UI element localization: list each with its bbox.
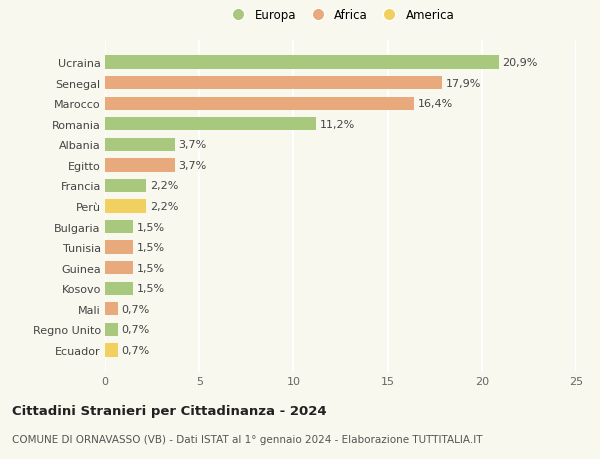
Bar bbox=[105, 97, 414, 111]
Text: Cittadini Stranieri per Cittadinanza - 2024: Cittadini Stranieri per Cittadinanza - 2… bbox=[12, 404, 326, 417]
Legend: Europa, Africa, America: Europa, Africa, America bbox=[222, 4, 459, 27]
Text: 20,9%: 20,9% bbox=[502, 58, 538, 68]
Bar bbox=[105, 56, 499, 70]
Bar bbox=[105, 138, 175, 151]
Text: 2,2%: 2,2% bbox=[150, 202, 178, 212]
Text: COMUNE DI ORNAVASSO (VB) - Dati ISTAT al 1° gennaio 2024 - Elaborazione TUTTITAL: COMUNE DI ORNAVASSO (VB) - Dati ISTAT al… bbox=[12, 434, 482, 444]
Bar bbox=[105, 241, 133, 254]
Text: 1,5%: 1,5% bbox=[137, 222, 165, 232]
Text: 1,5%: 1,5% bbox=[137, 263, 165, 273]
Bar bbox=[105, 302, 118, 316]
Text: 1,5%: 1,5% bbox=[137, 242, 165, 252]
Text: 17,9%: 17,9% bbox=[446, 78, 481, 89]
Text: 0,7%: 0,7% bbox=[122, 345, 150, 355]
Text: 0,7%: 0,7% bbox=[122, 325, 150, 335]
Bar bbox=[105, 343, 118, 357]
Bar bbox=[105, 282, 133, 295]
Bar bbox=[105, 200, 146, 213]
Text: 3,7%: 3,7% bbox=[178, 161, 206, 171]
Text: 2,2%: 2,2% bbox=[150, 181, 178, 191]
Text: 3,7%: 3,7% bbox=[178, 140, 206, 150]
Bar bbox=[105, 118, 316, 131]
Bar bbox=[105, 159, 175, 172]
Bar bbox=[105, 220, 133, 234]
Text: 16,4%: 16,4% bbox=[418, 99, 452, 109]
Text: 11,2%: 11,2% bbox=[319, 119, 355, 129]
Bar bbox=[105, 262, 133, 275]
Text: 1,5%: 1,5% bbox=[137, 284, 165, 294]
Bar bbox=[105, 323, 118, 336]
Bar bbox=[105, 77, 442, 90]
Text: 0,7%: 0,7% bbox=[122, 304, 150, 314]
Bar bbox=[105, 179, 146, 193]
